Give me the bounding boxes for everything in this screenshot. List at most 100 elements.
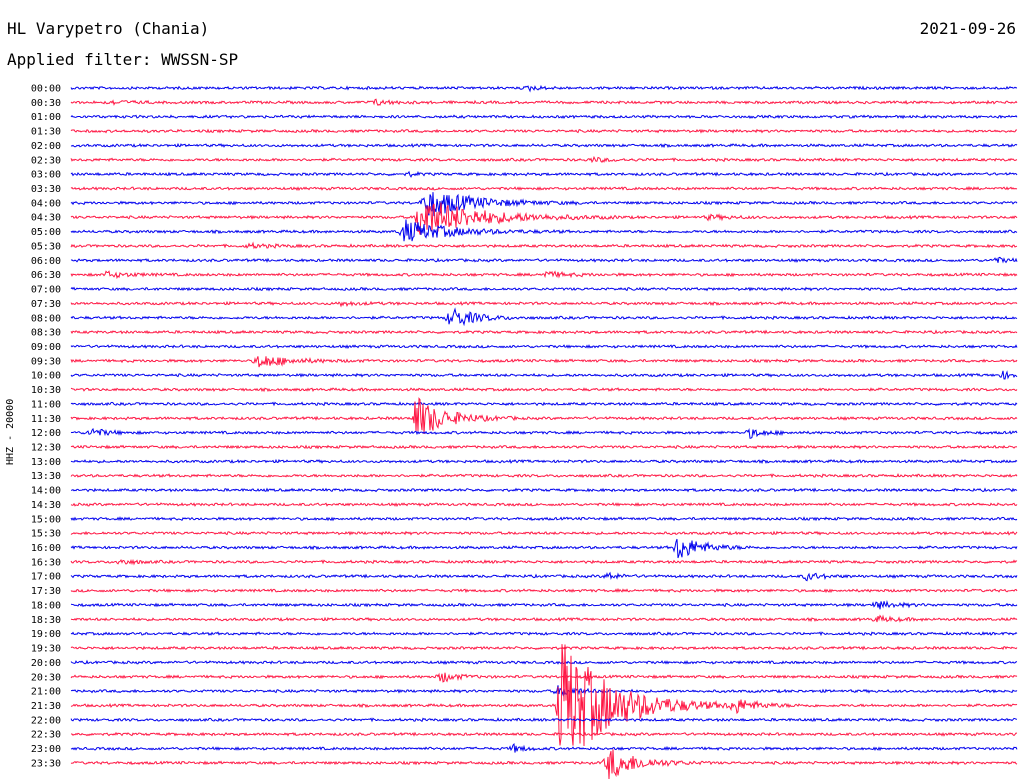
row-time-label: 14:00 <box>31 486 61 497</box>
trace-line <box>70 192 1018 217</box>
trace-line <box>70 397 1018 434</box>
trace-line <box>70 458 1018 465</box>
row-time-label: 13:00 <box>31 457 61 468</box>
row-time-label: 13:30 <box>31 471 61 482</box>
row-time-label: 14:30 <box>31 500 61 511</box>
trace-line <box>70 142 1018 149</box>
row-time-label: 08:00 <box>31 313 61 324</box>
row-time-label: 23:00 <box>31 744 61 755</box>
trace-line <box>70 84 1018 93</box>
trace-line <box>70 530 1018 536</box>
row-time-label: 15:30 <box>31 529 61 540</box>
row-time-label: 00:30 <box>31 98 61 109</box>
row-time-label: 11:30 <box>31 414 61 425</box>
row-time-label: 06:30 <box>31 270 61 281</box>
trace-line <box>70 731 1018 737</box>
trace-line <box>70 370 1018 380</box>
trace-line <box>70 672 1018 683</box>
row-time-label: 12:30 <box>31 443 61 454</box>
row-time-label: 11:00 <box>31 399 61 410</box>
trace-line <box>70 571 1018 582</box>
trace-line <box>70 329 1018 335</box>
trace-line <box>70 659 1018 665</box>
trace-line <box>70 401 1018 407</box>
trace-line <box>70 717 1018 723</box>
row-time-label: 22:30 <box>31 730 61 741</box>
trace-line <box>70 170 1018 178</box>
row-time-label: 19:00 <box>31 629 61 640</box>
trace-line <box>70 558 1018 566</box>
trace-line <box>70 444 1018 450</box>
trace-line <box>70 600 1018 610</box>
row-time-label: 07:00 <box>31 285 61 296</box>
trace-line <box>70 270 1018 280</box>
trace-line <box>70 307 1018 327</box>
row-time-label: 02:30 <box>31 155 61 166</box>
row-time-label: 17:30 <box>31 586 61 597</box>
trace-line <box>70 749 1018 780</box>
row-time-label: 06:00 <box>31 256 61 267</box>
row-time-label: 07:30 <box>31 299 61 310</box>
row-time-label: 17:00 <box>31 572 61 583</box>
trace-line <box>70 155 1018 164</box>
trace-line <box>70 685 1018 697</box>
row-time-label: 09:00 <box>31 342 61 353</box>
trace-line <box>70 516 1018 522</box>
trace-line <box>70 427 1018 439</box>
row-time-label: 20:00 <box>31 658 61 669</box>
row-time-label: 15:00 <box>31 514 61 525</box>
trace-line <box>70 387 1018 393</box>
station-title: HL Varypetro (Chania) <box>7 19 210 38</box>
trace-line <box>70 356 1018 368</box>
trace-line <box>70 644 1018 746</box>
row-time-label: 18:30 <box>31 615 61 626</box>
row-time-label: 21:30 <box>31 701 61 712</box>
trace-line <box>70 614 1018 623</box>
row-time-label: 02:00 <box>31 141 61 152</box>
trace-line <box>70 473 1018 479</box>
row-time-label: 09:30 <box>31 356 61 367</box>
trace-line <box>70 645 1018 651</box>
trace-line <box>70 630 1018 637</box>
row-time-label: 03:00 <box>31 170 61 181</box>
trace-line <box>70 538 1018 559</box>
row-time-label: 23:30 <box>31 758 61 769</box>
trace-line <box>70 487 1018 493</box>
row-time-label: 04:30 <box>31 213 61 224</box>
trace-line <box>70 742 1018 753</box>
trace-line <box>70 98 1018 106</box>
row-time-label: 01:00 <box>31 112 61 123</box>
row-time-label: 10:30 <box>31 385 61 396</box>
row-time-label: 00:00 <box>31 84 61 95</box>
filter-label: Applied filter: WWSSN-SP <box>7 50 239 69</box>
trace-line <box>70 219 1018 242</box>
row-time-label: 16:00 <box>31 543 61 554</box>
row-time-label: 16:30 <box>31 557 61 568</box>
row-time-label: 21:00 <box>31 687 61 698</box>
row-time-label: 08:30 <box>31 328 61 339</box>
row-time-label: 01:30 <box>31 127 61 138</box>
trace-line <box>70 587 1018 594</box>
row-time-label: 04:00 <box>31 198 61 209</box>
trace-line <box>70 256 1018 264</box>
row-time-label: 22:00 <box>31 715 61 726</box>
trace-line <box>70 286 1018 292</box>
row-time-label: 19:30 <box>31 644 61 655</box>
row-time-label: 18:00 <box>31 600 61 611</box>
row-time-label: 10:00 <box>31 371 61 382</box>
trace-line <box>70 128 1018 134</box>
trace-line <box>70 202 1018 235</box>
row-time-label: 20:30 <box>31 672 61 683</box>
trace-line <box>70 300 1018 308</box>
row-time-label: 12:00 <box>31 428 61 439</box>
row-time-label: 03:30 <box>31 184 61 195</box>
trace-line <box>70 185 1018 192</box>
trace-line <box>70 114 1018 120</box>
trace-line <box>70 344 1018 349</box>
record-date: 2021-09-26 <box>919 19 1016 38</box>
row-time-label: 05:00 <box>31 227 61 238</box>
row-time-label: 05:30 <box>31 241 61 252</box>
trace-line <box>70 502 1018 507</box>
